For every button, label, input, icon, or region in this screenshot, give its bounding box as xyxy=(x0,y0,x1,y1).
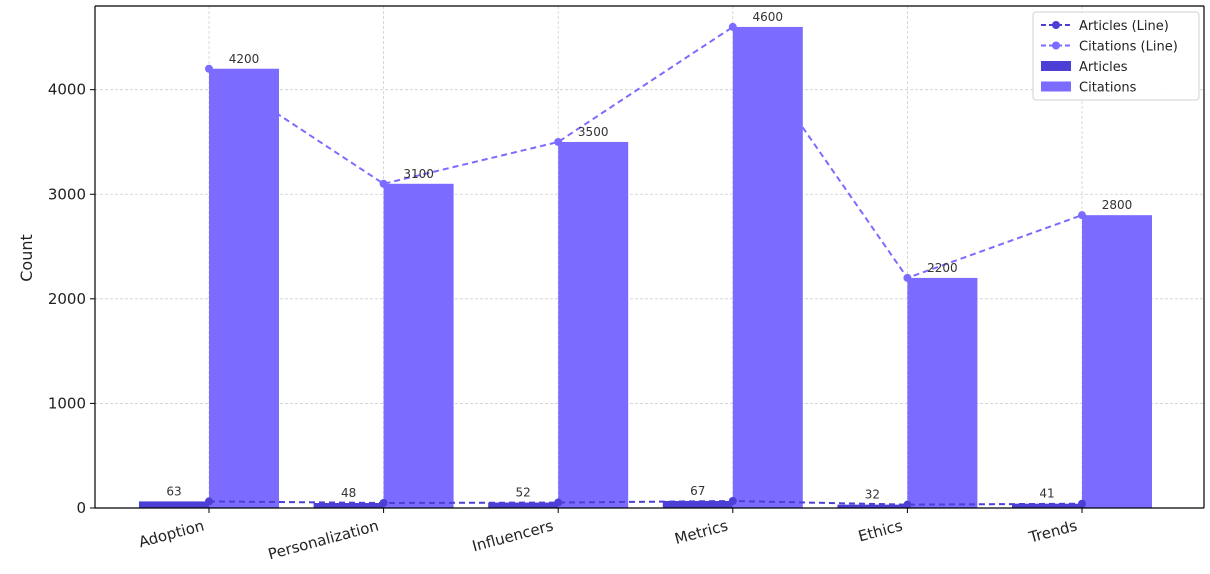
bar-citations xyxy=(732,26,803,509)
y-tick-label: 3000 xyxy=(48,185,86,203)
data-label-articles: 41 xyxy=(1039,487,1054,501)
y-tick-label: 4000 xyxy=(48,81,86,99)
articles-point xyxy=(1078,499,1086,508)
x-tick-label: Ethics xyxy=(856,516,904,545)
y-axis-label: Count xyxy=(17,234,36,282)
legend: Articles (Line) Citations (Line) Articles C… xyxy=(1032,11,1200,101)
citations-point xyxy=(728,22,737,31)
articles-point xyxy=(554,498,563,507)
bar-citations xyxy=(558,141,629,509)
legend-swatch-marker xyxy=(1052,41,1060,50)
legend-swatch-marker xyxy=(1052,21,1060,29)
x-tick-label: Influencers xyxy=(470,516,555,555)
x-tick-label: Personalization xyxy=(266,516,381,563)
articles-point xyxy=(205,497,213,506)
data-labels: 63 4200 48 3100 52 3500 67 4600 32 2200 41 2800 xyxy=(166,10,1132,502)
citations-point xyxy=(903,273,912,282)
bar-articles xyxy=(488,502,559,508)
data-label-citations: 4600 xyxy=(753,10,784,24)
articles-point xyxy=(379,498,388,507)
data-label-articles: 52 xyxy=(516,486,531,500)
data-label-articles: 32 xyxy=(865,488,880,502)
data-label-articles: 67 xyxy=(690,484,705,498)
legend-entry-label: Articles xyxy=(1079,60,1128,75)
bar-citations xyxy=(907,277,978,508)
x-tick-label: Trends xyxy=(1026,516,1079,546)
x-tick-label: Metrics xyxy=(673,516,730,548)
data-label-citations: 4200 xyxy=(229,52,260,66)
y-tick-label: 1000 xyxy=(48,394,86,412)
legend-swatch-bar xyxy=(1041,61,1071,71)
citations-point xyxy=(554,137,563,146)
citations-line xyxy=(208,25,1083,280)
legend-swatch-bar xyxy=(1041,81,1071,92)
bar-articles xyxy=(662,500,733,508)
data-label-citations: 2200 xyxy=(927,261,958,275)
bar-citations xyxy=(1082,215,1152,508)
y-tick-label: 0 xyxy=(76,499,86,517)
data-label-articles: 48 xyxy=(341,486,356,500)
bar-articles xyxy=(139,501,209,508)
bar-articles xyxy=(313,502,384,508)
articles-line xyxy=(208,499,1083,506)
data-label-citations: 3100 xyxy=(403,167,434,181)
legend-entry-label: Citations xyxy=(1079,81,1137,96)
bar-articles xyxy=(837,504,908,508)
data-label-citations: 3500 xyxy=(578,125,609,139)
legend-entry-label: Articles (Line) xyxy=(1079,19,1169,34)
data-label-citations: 2800 xyxy=(1102,198,1133,212)
citations-point xyxy=(205,64,213,73)
articles-point xyxy=(903,500,912,509)
lines xyxy=(205,22,1086,509)
bars xyxy=(139,26,1152,509)
x-tick-label: Adoption xyxy=(137,516,206,551)
data-label-articles: 63 xyxy=(166,484,181,498)
legend-box xyxy=(1032,11,1200,101)
citations-point xyxy=(379,179,388,188)
legend-entry-label: Citations (Line) xyxy=(1079,40,1178,55)
bar-citations xyxy=(383,183,454,508)
citations-point xyxy=(1078,211,1086,220)
bar-citations xyxy=(209,68,279,508)
articles-point xyxy=(728,496,737,505)
bar-articles xyxy=(1012,503,1082,508)
y-tick-label: 2000 xyxy=(48,290,86,308)
